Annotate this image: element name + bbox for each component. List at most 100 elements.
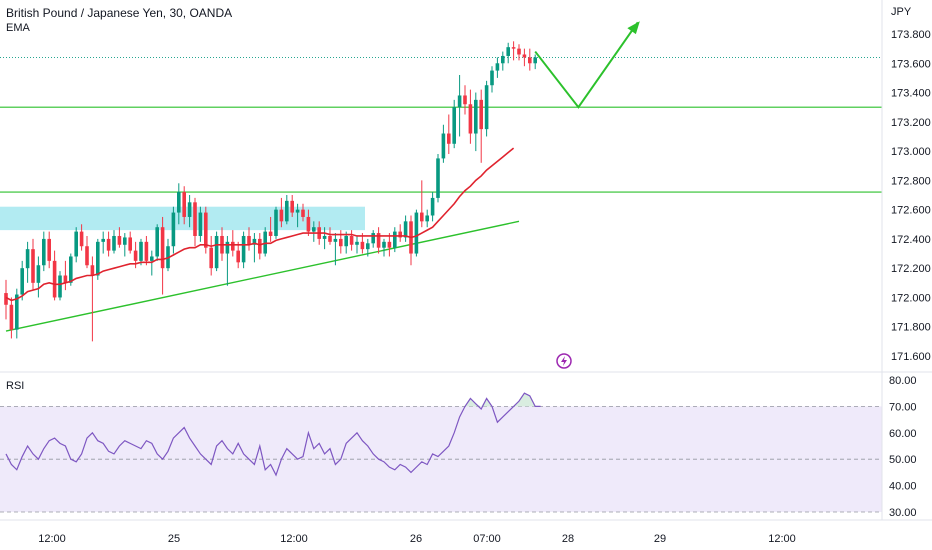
candle	[349, 230, 354, 251]
candle-body	[101, 238, 105, 242]
candle-body	[193, 202, 197, 236]
candle-body	[58, 275, 62, 298]
candle	[463, 85, 467, 115]
candle-body	[333, 238, 338, 242]
candle-body	[247, 235, 251, 245]
candle-body	[225, 241, 230, 254]
ema-indicator-label[interactable]: EMA	[6, 22, 30, 34]
candle	[403, 215, 408, 242]
candle	[52, 250, 57, 301]
candle	[31, 238, 35, 291]
support-zone	[0, 206, 365, 231]
candle-body	[403, 221, 408, 238]
time-tick-label: 26	[410, 533, 422, 545]
candle	[117, 227, 122, 248]
candle	[517, 44, 521, 61]
candle-body	[74, 231, 78, 257]
rsi-tick-label: 80.00	[889, 375, 917, 387]
candle	[69, 253, 73, 286]
event-icon	[556, 353, 572, 369]
candle	[241, 231, 246, 269]
candle	[128, 231, 132, 254]
candle-body	[387, 241, 392, 248]
candle-body	[306, 216, 311, 232]
candle	[274, 206, 278, 239]
candle	[484, 80, 489, 137]
candle-body	[414, 212, 419, 254]
candle-body	[468, 104, 473, 134]
candle	[74, 227, 78, 263]
candle	[209, 235, 213, 276]
candle-body	[285, 200, 289, 222]
candle-body	[420, 212, 424, 222]
candle	[490, 66, 494, 93]
candle-body	[274, 209, 278, 236]
candle	[522, 48, 527, 67]
candle-body	[322, 235, 327, 239]
candle	[339, 230, 343, 254]
candle-body	[533, 57, 537, 64]
price-tick-label: 173.200	[891, 117, 931, 129]
candle	[106, 231, 111, 257]
lightning-icon	[561, 356, 567, 366]
candle	[63, 260, 68, 291]
candle	[25, 241, 30, 283]
candle-body	[436, 158, 440, 198]
candle-body	[69, 256, 73, 283]
candle-body	[376, 233, 381, 248]
candle	[177, 183, 181, 225]
candle-body	[182, 192, 186, 217]
candle-body	[501, 55, 505, 64]
rsi-indicator-label[interactable]: RSI	[6, 380, 25, 392]
candle	[101, 231, 105, 254]
candle-body	[90, 265, 95, 276]
candle	[398, 224, 402, 242]
time-tick-label: 12:00	[280, 533, 308, 545]
candle	[171, 206, 176, 254]
candle-body	[522, 54, 527, 58]
time-tick-label: 28	[562, 533, 574, 545]
price-tick-label: 172.400	[891, 234, 931, 246]
candle-body	[150, 256, 154, 261]
candle	[479, 89, 483, 163]
candle	[279, 197, 284, 228]
candle-body	[312, 227, 316, 232]
candle	[193, 197, 197, 247]
candle	[382, 238, 386, 257]
candle	[20, 260, 24, 301]
candle-body	[187, 202, 192, 217]
time-tick-label: 12:00	[38, 533, 66, 545]
candle-body	[349, 235, 354, 245]
candle-body	[463, 95, 467, 105]
candle-body	[231, 241, 235, 251]
candle-body	[457, 95, 462, 108]
candle-body	[160, 227, 165, 269]
candle-body	[47, 238, 51, 261]
candle-body	[344, 235, 348, 247]
price-tick-label: 172.800	[891, 175, 931, 187]
candle	[85, 235, 89, 269]
candle-body	[52, 260, 57, 298]
price-tick-label: 173.400	[891, 88, 931, 100]
rsi-line	[5, 392, 541, 477]
candle	[112, 230, 116, 254]
time-tick-label: 25	[168, 533, 180, 545]
candle-body	[79, 231, 84, 247]
candle	[42, 231, 46, 272]
candle-body	[474, 99, 478, 134]
price-tick-label: 171.600	[891, 351, 931, 363]
time-tick-label: 29	[654, 533, 666, 545]
candle	[506, 42, 510, 64]
candle	[533, 54, 537, 70]
candle-body	[241, 235, 246, 263]
candle	[198, 206, 203, 242]
rsi-tick-label: 60.00	[889, 428, 917, 440]
candle-body	[382, 241, 386, 248]
candle	[236, 241, 240, 269]
candle	[9, 297, 14, 339]
candle-body	[139, 241, 143, 261]
candle	[187, 195, 192, 228]
candle	[160, 216, 165, 295]
rsi-tick-label: 50.00	[889, 454, 917, 466]
